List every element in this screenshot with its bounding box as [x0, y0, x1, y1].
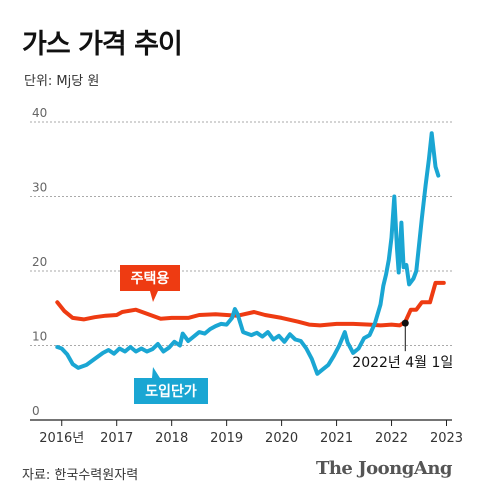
series-label-box: [134, 378, 208, 404]
annotation: 2022년 4월 1일: [352, 319, 453, 371]
chart-title: 가스 가격 추이: [22, 29, 183, 60]
x-tick-label: 2019: [210, 431, 243, 446]
y-tick-label: 20: [32, 255, 47, 269]
series-label: 주택용: [131, 270, 170, 287]
grid-lines: [30, 121, 452, 346]
x-tick-label: 2016년: [39, 431, 84, 446]
x-axis: 2016년 2017 2018 2019 2020 2021 2022 2023: [30, 419, 463, 446]
x-tick-label: 2023: [430, 431, 463, 446]
y-axis-ticks: 0 10 20 30 40: [32, 106, 47, 418]
series-label: 도입단가: [145, 383, 197, 400]
y-tick-label: 0: [32, 404, 40, 418]
series-label-pointer: [152, 367, 160, 378]
series-line: [55, 131, 441, 376]
y-tick-label: 10: [32, 330, 47, 344]
x-tick-label: 2020: [265, 431, 298, 446]
publisher-logo: The JoongAng: [315, 458, 453, 479]
series-label-box: [120, 265, 180, 291]
series-lines: [55, 131, 446, 376]
annotation-label: 2022년 4월 1일: [352, 355, 453, 371]
series-label-pointer: [150, 291, 158, 302]
source-note: 자료: 한국수력원자력: [22, 468, 139, 483]
x-tick-label: 2022: [375, 431, 408, 446]
unit-label: 단위: Mj당 원: [24, 74, 100, 89]
x-tick-label: 2021: [320, 431, 353, 446]
series-line: [55, 280, 446, 328]
x-tick-label: 2018: [155, 431, 188, 446]
y-tick-label: 40: [32, 106, 47, 120]
x-tick-label: 2017: [100, 431, 133, 446]
y-tick-label: 30: [32, 181, 47, 195]
